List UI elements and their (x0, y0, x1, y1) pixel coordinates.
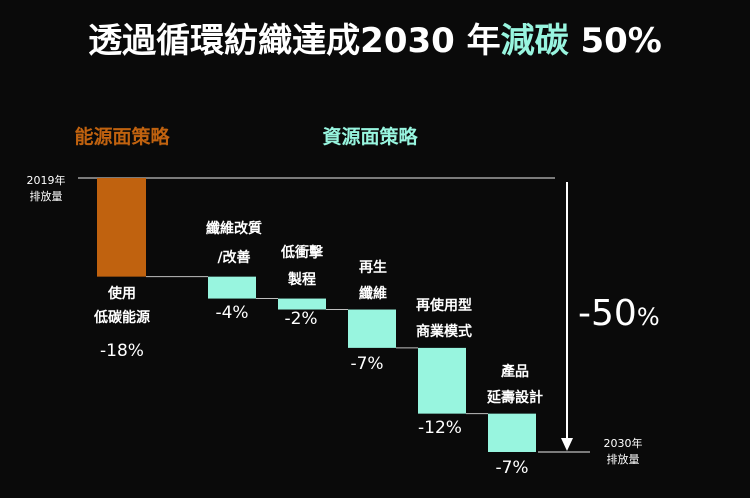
value-label-3: -7% (350, 354, 383, 374)
category-label-0-1: 低碳能源 (93, 309, 150, 326)
value-label-1: -4% (215, 303, 248, 323)
bar-2 (278, 298, 326, 310)
baseline-label-line2: 排放量 (30, 189, 63, 203)
title-part1: 透過循環紡織達成2030 年 (88, 21, 500, 61)
bar-0 (97, 178, 146, 277)
bar-1 (208, 276, 256, 299)
group-heading-1: 資源面策略 (322, 125, 418, 148)
bar-4 (418, 347, 466, 414)
category-label-0-0: 使用 (107, 285, 136, 302)
page-title: 透過循環紡織達成2030 年減碳 50% (88, 21, 662, 61)
title-part3: 50% (569, 21, 662, 61)
total-reduction-unit: % (637, 303, 660, 331)
total-arrow-head (561, 438, 573, 451)
category-label-4-0: 再使用型 (416, 297, 472, 314)
target-label-line2: 排放量 (607, 452, 640, 466)
category-label-5-1: 延壽設計 (486, 389, 543, 406)
value-label-2: -2% (284, 309, 317, 329)
value-label-0: -18% (100, 341, 144, 361)
category-label-2-1: 製程 (287, 271, 316, 288)
category-label-3-0: 再生 (359, 259, 387, 276)
total-reduction-label: -50% (578, 293, 660, 334)
group-heading-0: 能源面策略 (74, 125, 170, 148)
category-label-1-0: 纖維改質 (206, 220, 262, 237)
bar-5 (488, 413, 536, 452)
value-label-4: -12% (418, 418, 462, 438)
bar-3 (348, 309, 396, 348)
category-label-4-1: 商業模式 (416, 323, 472, 340)
baseline-label-line1: 2019年 (27, 173, 66, 187)
category-label-1-1: /改善 (217, 249, 250, 266)
category-label-3-1: 纖維 (359, 285, 387, 302)
total-reduction-value: -50 (578, 293, 637, 334)
value-label-5: -7% (495, 458, 528, 478)
category-label-2-0: 低衝擊 (280, 244, 324, 261)
category-label-5-0: 產品 (500, 363, 529, 380)
target-label-line1: 2030年 (604, 436, 643, 450)
title-highlight: 減碳 (501, 21, 570, 61)
